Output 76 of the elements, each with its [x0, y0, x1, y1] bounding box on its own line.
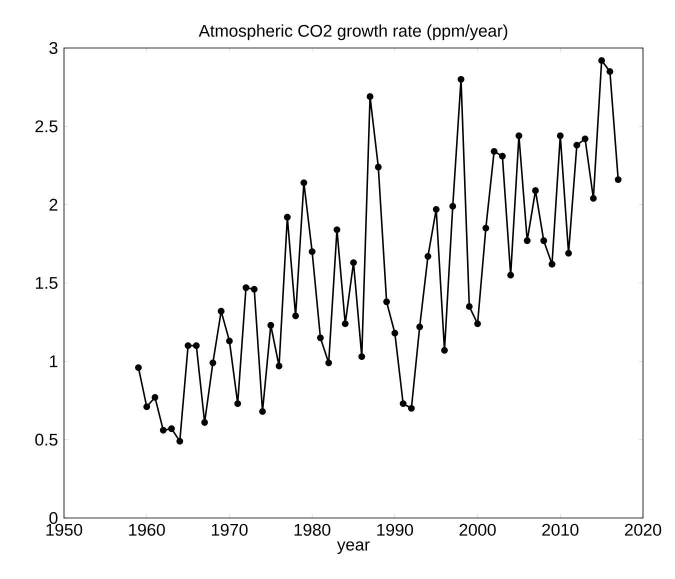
point — [582, 135, 588, 142]
point — [292, 312, 299, 320]
point — [532, 187, 539, 194]
x-axis-title: year — [337, 541, 370, 554]
point — [168, 425, 175, 432]
point — [226, 338, 233, 344]
point — [507, 272, 514, 279]
point — [516, 132, 522, 140]
point — [391, 330, 398, 337]
point — [350, 259, 357, 266]
point — [482, 224, 490, 232]
x-tick-label: 1960 — [129, 524, 165, 536]
y-tick-label: 1 — [50, 356, 58, 368]
point — [548, 260, 556, 268]
y-tick-label: 2 — [50, 198, 58, 211]
point — [383, 298, 390, 306]
point — [325, 360, 332, 366]
point — [242, 284, 250, 292]
point — [606, 68, 614, 75]
point — [590, 195, 597, 202]
point — [234, 400, 242, 408]
point — [160, 426, 167, 434]
y-tick-label: 1.5 — [36, 277, 58, 289]
x-tick-label: 2010 — [542, 524, 578, 536]
point — [366, 93, 374, 100]
point — [300, 179, 308, 186]
point — [565, 250, 572, 257]
x-tick-label: 1950 — [46, 524, 82, 536]
point — [135, 364, 142, 371]
point — [424, 252, 432, 260]
point — [441, 346, 448, 354]
point — [218, 308, 225, 315]
point — [614, 176, 622, 183]
point — [400, 400, 407, 408]
x-tick-label: 2020 — [625, 524, 662, 536]
point — [458, 76, 464, 83]
point — [176, 438, 184, 445]
y-tick-label: 0.5 — [35, 434, 58, 446]
point — [524, 237, 531, 244]
point — [474, 320, 481, 328]
point — [152, 394, 158, 401]
point — [490, 148, 498, 155]
x-tick-label: 1980 — [294, 524, 330, 536]
point — [416, 323, 424, 330]
point — [267, 322, 274, 329]
x-tick-label: 1970 — [212, 524, 248, 536]
point — [466, 303, 473, 310]
point — [259, 408, 266, 415]
point — [201, 419, 208, 426]
point — [317, 334, 324, 342]
point — [374, 164, 382, 170]
point — [143, 403, 150, 410]
point — [209, 360, 216, 366]
point — [192, 342, 200, 350]
chart-title: Atmospheric CO2 growth rate (ppm/year) — [198, 24, 508, 40]
point — [556, 132, 564, 140]
y-tick-label: 3 — [49, 42, 58, 54]
point — [540, 237, 548, 244]
point — [276, 362, 282, 370]
point — [184, 342, 192, 350]
point — [308, 248, 316, 256]
point — [449, 202, 456, 210]
point — [358, 353, 366, 360]
point — [408, 404, 415, 412]
point — [334, 226, 340, 234]
x-tick-label: 1990 — [377, 524, 414, 536]
y-tick-label: 0 — [49, 512, 58, 524]
point — [432, 206, 440, 213]
point — [284, 214, 291, 221]
point — [250, 286, 258, 293]
point — [342, 320, 349, 328]
y-tick-label: 2.5 — [35, 120, 58, 132]
point — [498, 152, 506, 160]
point — [573, 142, 580, 149]
point — [598, 57, 606, 64]
x-tick-label: 2000 — [460, 524, 496, 536]
